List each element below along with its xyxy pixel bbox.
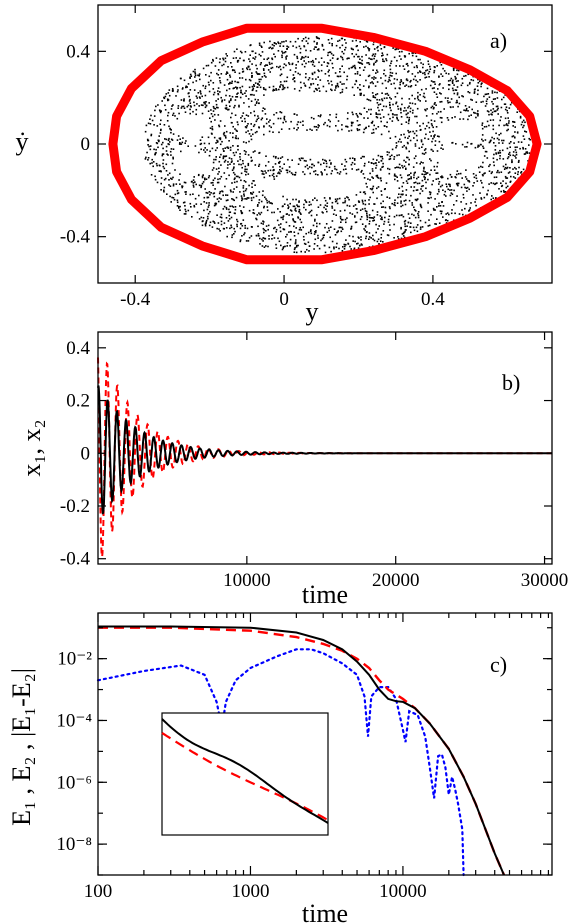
panel-b-ylabel: x₁, x₂ (17, 419, 46, 476)
chaotic-sea-points (144, 36, 531, 254)
panel-b-time-series: 10000 20000 30000 0.4 0.2 0 -0.2 -0.4 b) time x… (17, 331, 568, 609)
panel-c-ytick-label: 10⁻² (57, 649, 92, 670)
panel-b-ytick-label: -0.2 (60, 496, 90, 517)
panel-a-frame (97, 4, 553, 284)
panel-c-xtick-label: 10000 (379, 881, 427, 902)
panel-b-xlabel: time (302, 580, 348, 609)
panel-a-ytick-label: 0.4 (66, 41, 90, 62)
panel-b-xtick-label: 20000 (372, 570, 420, 591)
panel-a-label: a) (490, 28, 507, 53)
panel-c-ylabel: E₁ , E₂ , |E₁-E₂| (7, 668, 36, 826)
panel-a-ytick-label: -0.4 (60, 227, 91, 248)
panel-a-phase-portrait: -0.4 0 0.4 0.4 0 -0.4 a) y ẏ (16, 4, 553, 326)
panel-b-ytick-label: 0 (81, 443, 91, 464)
panel-b-ytick-label: 0.2 (66, 391, 90, 412)
panel-a-ylabel: ẏ (16, 127, 29, 156)
panel-c-ytick-label: 10⁻⁶ (56, 772, 92, 793)
panel-a-xtick-label: 0.4 (421, 289, 445, 310)
panel-a-xtick-label: -0.4 (120, 289, 151, 310)
series-diff-blue-dotted (96, 648, 465, 877)
boundary-curve (108, 23, 542, 265)
inset-zoom (161, 712, 329, 836)
inset-red-dashed (161, 732, 329, 822)
panel-c-label: c) (490, 652, 507, 677)
inset-black-solid (161, 718, 329, 824)
panel-b-label: b) (502, 370, 520, 395)
panel-b-xtick-label: 10000 (223, 570, 271, 591)
panel-b-ticks: 10000 20000 30000 0.4 0.2 0 -0.2 -0.4 (60, 332, 568, 591)
panel-b-ytick-label: 0.4 (66, 338, 90, 359)
inset-frame (161, 712, 329, 836)
panel-b-xtick-label: 30000 (521, 570, 569, 591)
panel-c-energy-log: 100 1000 10000 10⁻² 10⁻⁴ 10⁻⁶ 10⁻⁸ c) time E₁ … (7, 612, 553, 924)
panel-b-ytick-label: -0.4 (60, 549, 91, 570)
panel-c-xlabel: time (302, 899, 348, 924)
panel-c-ticks: 100 1000 10000 10⁻² 10⁻⁴ 10⁻⁶ 10⁻⁸ (56, 613, 552, 902)
panel-c-frame (97, 612, 553, 876)
panel-c-xtick-label: 100 (84, 881, 113, 902)
panel-c-ytick-label: 10⁻⁸ (56, 834, 92, 855)
series-x1-black-solid (97, 385, 552, 515)
panel-a-ytick-label: 0 (81, 134, 91, 155)
series-E1-black-solid (98, 625, 505, 876)
panel-c-ytick-label: 10⁻⁴ (56, 710, 92, 731)
panel-a-xlabel: y (306, 297, 319, 326)
panel-a-ticks: -0.4 0 0.4 0.4 0 -0.4 (60, 5, 552, 310)
panel-a-xtick-label: 0 (279, 289, 289, 310)
panel-b-frame (97, 331, 553, 565)
panel-c-xtick-label: 1000 (231, 881, 269, 902)
